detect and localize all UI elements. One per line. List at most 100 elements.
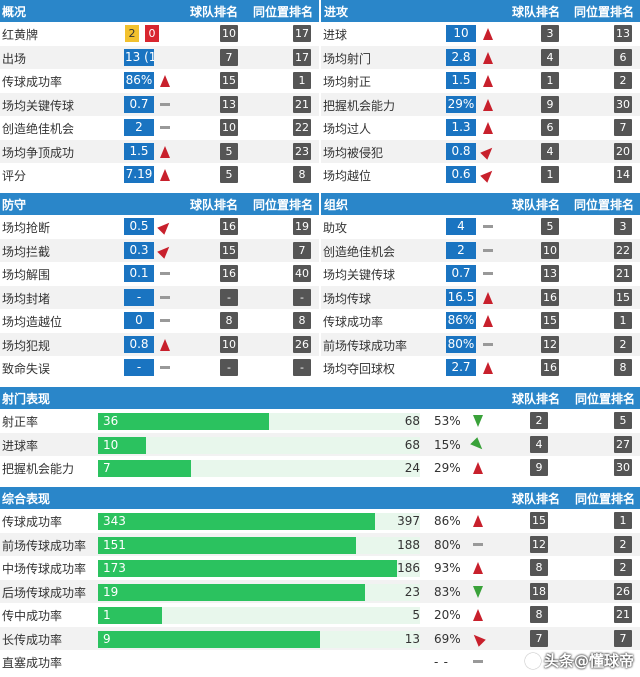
team-rank-badge: 5 bbox=[541, 218, 559, 235]
overall-header: 综合表现 球队排名 同位置排名 bbox=[0, 487, 640, 509]
stat-row: 场均夺回球权 2.7 16 8 bbox=[321, 356, 640, 380]
watermark-logo-icon bbox=[524, 653, 541, 669]
made-count: 36 bbox=[103, 414, 119, 428]
team-rank-header: 球队排名 bbox=[512, 492, 561, 506]
section-title: 防守 bbox=[2, 198, 27, 212]
trend-up-icon bbox=[483, 315, 493, 327]
trend-up-icon bbox=[483, 122, 493, 134]
bar-fill bbox=[98, 413, 269, 430]
trend-down-icon bbox=[473, 585, 483, 598]
pos-rank-badge: 22 bbox=[293, 119, 311, 136]
stat-value: 2.8 bbox=[446, 48, 476, 66]
stat-value: - bbox=[124, 359, 154, 376]
stat-row: 场均封堵 - - - bbox=[0, 285, 319, 309]
team-rank-badge: 1 bbox=[541, 166, 559, 183]
pos-rank-badge: 2 bbox=[614, 335, 632, 353]
team-rank-badge: 5 bbox=[220, 142, 238, 160]
total-count: 13 bbox=[404, 631, 420, 646]
stat-row: 场均关键传球 0.7 13 21 bbox=[0, 92, 319, 116]
bar-row: 传球成功率 343 397 86% 15 1 bbox=[0, 509, 640, 533]
red-card-count: 0 bbox=[145, 25, 159, 42]
bar-track bbox=[98, 630, 420, 648]
made-count: 10 bbox=[103, 437, 119, 452]
made-count: 173 bbox=[103, 561, 126, 575]
team-rank-badge: 16 bbox=[220, 265, 238, 282]
pos-rank-badge: 30 bbox=[614, 459, 632, 476]
team-rank-badge: 15 bbox=[530, 512, 548, 529]
stat-value: 1.3 bbox=[446, 119, 476, 136]
defense-panel: 防守 球队排名 同位置排名 场均抢断 0.5 16 19 场均拦截 0.3 15 7 场均解围 0… bbox=[0, 193, 319, 380]
stat-row: 场均拦截 0.3 15 7 bbox=[0, 238, 319, 262]
pos-rank-badge: 6 bbox=[614, 48, 632, 66]
team-rank-badge: 2 bbox=[530, 412, 548, 429]
team-rank-badge: 16 bbox=[541, 288, 559, 306]
pos-rank-badge: 5 bbox=[614, 412, 632, 429]
pos-rank-header: 同位置排名 bbox=[253, 5, 314, 19]
team-rank-badge: 16 bbox=[220, 218, 238, 235]
pos-rank-badge: 8 bbox=[293, 166, 311, 183]
bar-fill bbox=[98, 560, 398, 577]
shooting-header: 射门表现 球队排名 同位置排名 bbox=[0, 387, 640, 409]
stat-row: 出场 13 (11 7 17 bbox=[0, 45, 319, 69]
bar-track bbox=[98, 413, 420, 430]
trend-down-icon bbox=[473, 415, 483, 427]
success-percent: 86% bbox=[434, 514, 461, 528]
pos-rank-badge: 8 bbox=[614, 359, 632, 376]
bar-row: 射正率 36 68 53% 2 5 bbox=[0, 409, 640, 433]
pos-rank-badge: 1 bbox=[614, 312, 632, 329]
team-rank-badge: 10 bbox=[220, 119, 238, 136]
pos-rank-badge: 7 bbox=[293, 241, 311, 259]
trend-flat-icon bbox=[160, 295, 170, 299]
team-rank-header: 球队排名 bbox=[512, 392, 561, 406]
pos-rank-badge: 3 bbox=[614, 218, 632, 235]
stat-label: 创造绝佳机会 bbox=[2, 122, 75, 136]
stat-label: 场均造越位 bbox=[2, 315, 63, 329]
team-rank-badge: 15 bbox=[220, 72, 238, 89]
team-rank-badge: 15 bbox=[541, 312, 559, 329]
team-rank-badge: 9 bbox=[530, 459, 548, 476]
stat-value: 0.3 bbox=[124, 241, 154, 259]
stat-row: 场均犯规 0.8 10 26 bbox=[0, 332, 319, 356]
success-percent: 83% bbox=[434, 584, 461, 599]
bar-track bbox=[98, 560, 420, 577]
stat-label: 直塞成功率 bbox=[2, 656, 63, 670]
stat-row: 场均造越位 0 8 8 bbox=[0, 309, 319, 333]
total-count: - bbox=[443, 655, 448, 669]
bar-track bbox=[98, 583, 420, 601]
team-rank-header: 球队排名 bbox=[190, 5, 239, 19]
team-rank-badge: 10 bbox=[541, 241, 559, 259]
trend-up-icon bbox=[160, 75, 170, 87]
trend-down-left-icon bbox=[470, 436, 486, 453]
success-percent: - bbox=[434, 655, 439, 669]
made-count: 7 bbox=[103, 461, 111, 475]
bar-track bbox=[98, 460, 420, 477]
yellow-card-count: 2 bbox=[125, 25, 139, 42]
stat-row: 创造绝佳机会 2 10 22 bbox=[321, 238, 640, 262]
stat-row: 场均射正 1.5 1 2 bbox=[321, 69, 640, 93]
stat-label: 场均关键传球 bbox=[323, 268, 396, 282]
stat-value: 80% bbox=[446, 335, 476, 353]
stat-row: 前场传球成功率 80% 12 2 bbox=[321, 332, 640, 356]
team-rank-badge: 10 bbox=[220, 335, 238, 353]
pos-rank-badge: 14 bbox=[614, 166, 632, 183]
trend-up-right-icon bbox=[157, 242, 173, 259]
pos-rank-badge: 7 bbox=[614, 119, 632, 136]
trend-up-icon bbox=[483, 75, 493, 87]
total-count: 68 bbox=[404, 437, 420, 452]
stat-label: 创造绝佳机会 bbox=[323, 244, 396, 259]
stat-row: 场均争顶成功 1.5 5 23 bbox=[0, 139, 319, 163]
total-count: 186 bbox=[397, 561, 420, 575]
section-title: 概况 bbox=[2, 5, 27, 19]
bar-track bbox=[98, 607, 420, 624]
trend-up-icon bbox=[473, 609, 483, 621]
stat-label: 长传成功率 bbox=[2, 632, 63, 647]
stat-value: 1.5 bbox=[124, 142, 154, 160]
trend-flat-icon bbox=[473, 542, 483, 546]
made-count: 1 bbox=[103, 608, 111, 622]
team-rank-badge: 10 bbox=[220, 25, 238, 42]
stat-row: 致命失误 - - - bbox=[0, 356, 319, 380]
total-count: 5 bbox=[412, 608, 420, 622]
trend-up-icon bbox=[483, 51, 493, 64]
stat-value: 7.19 bbox=[124, 166, 154, 183]
bar-fill bbox=[98, 630, 321, 648]
